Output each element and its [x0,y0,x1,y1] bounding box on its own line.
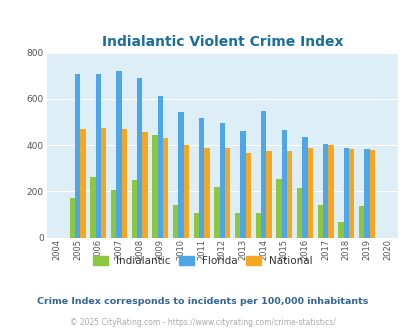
Bar [337,222,343,238]
Bar [307,148,312,238]
Bar [183,145,189,238]
Bar [69,198,75,238]
Title: Indialantic Violent Crime Index: Indialantic Violent Crime Index [101,35,342,49]
Bar [80,129,85,238]
Bar [173,205,178,238]
Bar [328,145,333,238]
Bar [204,148,209,238]
Bar [101,128,106,238]
Text: © 2025 CityRating.com - https://www.cityrating.com/crime-statistics/: © 2025 CityRating.com - https://www.city… [70,318,335,327]
Bar [301,137,307,238]
Bar [369,150,374,238]
Bar [275,179,281,238]
Bar [266,151,271,238]
Bar [343,148,348,238]
Bar [131,180,136,238]
Bar [162,138,168,238]
Bar [122,129,127,238]
Bar [240,131,245,238]
Bar [363,148,369,238]
Bar [96,74,101,238]
Bar [317,205,322,238]
Text: Crime Index corresponds to incidents per 100,000 inhabitants: Crime Index corresponds to incidents per… [37,297,368,307]
Bar [358,207,363,238]
Bar [322,144,328,238]
Bar [260,111,266,238]
Bar [245,152,250,238]
Bar [136,78,142,238]
Legend: Indialantic, Florida, National: Indialantic, Florida, National [89,252,316,270]
Bar [193,213,198,238]
Bar [214,187,219,238]
Bar [224,148,230,238]
Bar [142,132,147,238]
Bar [255,213,260,238]
Bar [157,96,162,238]
Bar [116,71,121,238]
Bar [286,151,292,238]
Bar [198,118,204,238]
Bar [296,188,301,238]
Bar [152,135,157,238]
Bar [178,112,183,238]
Bar [234,213,240,238]
Bar [75,74,80,238]
Bar [219,123,224,238]
Bar [348,148,354,238]
Bar [281,130,286,238]
Bar [90,177,96,238]
Bar [111,190,116,238]
